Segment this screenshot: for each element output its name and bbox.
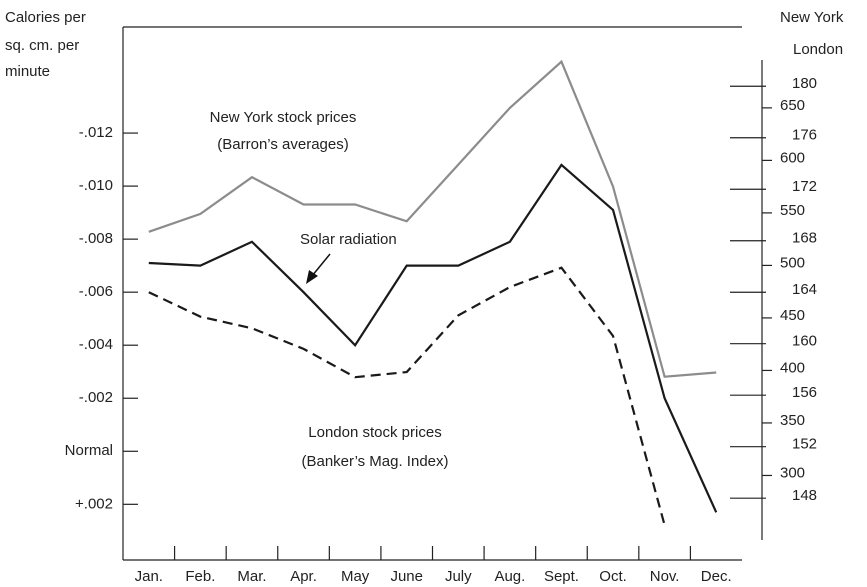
annotation: (Banker’s Mag. Index) [301,453,448,470]
x-tick-label: Dec. [701,568,732,585]
y3-tick-label: 152 [792,436,817,453]
y2-tick-label: 650 [780,97,805,114]
arrow [311,253,331,277]
x-tick-label: Aug. [494,568,525,585]
y-axis-label: Calories per [5,9,86,26]
x-tick-label: Jan. [135,568,163,585]
x-tick-label: May [341,568,370,585]
y-tick-label: -.008 [79,230,113,247]
series-line [148,59,717,378]
y2-tick-label: 450 [780,307,805,324]
series-line [148,266,666,526]
y-axis-label: minute [5,63,50,80]
y-tick-label: -.012 [79,124,113,141]
annotation: New York stock prices [210,109,357,126]
annotation: Solar radiation [300,231,397,248]
y2-tick-label: 400 [780,359,805,376]
y2-tick-label: 550 [780,202,805,219]
y2-tick-label: 300 [780,464,805,481]
y3-tick-label: 168 [792,230,817,247]
x-tick-label: Mar. [237,568,266,585]
y2-tick-label: 500 [780,254,805,271]
y-tick-label: Normal [65,442,113,459]
y3-tick-label: 180 [792,75,817,92]
x-tick-label: Oct. [599,568,627,585]
x-tick-label: June [390,568,423,585]
y3-axis-label: London [793,41,843,58]
y-tick-label: -.004 [79,336,113,353]
y3-tick-label: 156 [792,384,817,401]
arrow-head [306,270,318,284]
annotation: London stock prices [308,424,441,441]
x-tick-label: July [445,568,472,585]
x-tick-label: Nov. [650,568,680,585]
y2-tick-label: 600 [780,149,805,166]
x-tick-label: Sept. [544,568,579,585]
y3-tick-label: 176 [792,127,817,144]
y3-tick-label: 172 [792,178,817,195]
y2-axis-label: New York [780,9,844,26]
y-axis-label: sq. cm. per [5,37,79,54]
y3-tick-label: 148 [792,487,817,504]
x-tick-label: Apr. [290,568,317,585]
series-line [148,163,718,513]
y-tick-label: +.002 [75,495,113,512]
y-tick-label: -.006 [79,283,113,300]
annotation: (Barron’s averages) [217,136,348,153]
x-tick-label: Feb. [185,568,215,585]
y3-tick-label: 160 [792,333,817,350]
y2-tick-label: 350 [780,412,805,429]
y3-tick-label: 164 [792,281,817,298]
y-tick-label: -.002 [79,389,113,406]
y-tick-label: -.010 [79,177,113,194]
